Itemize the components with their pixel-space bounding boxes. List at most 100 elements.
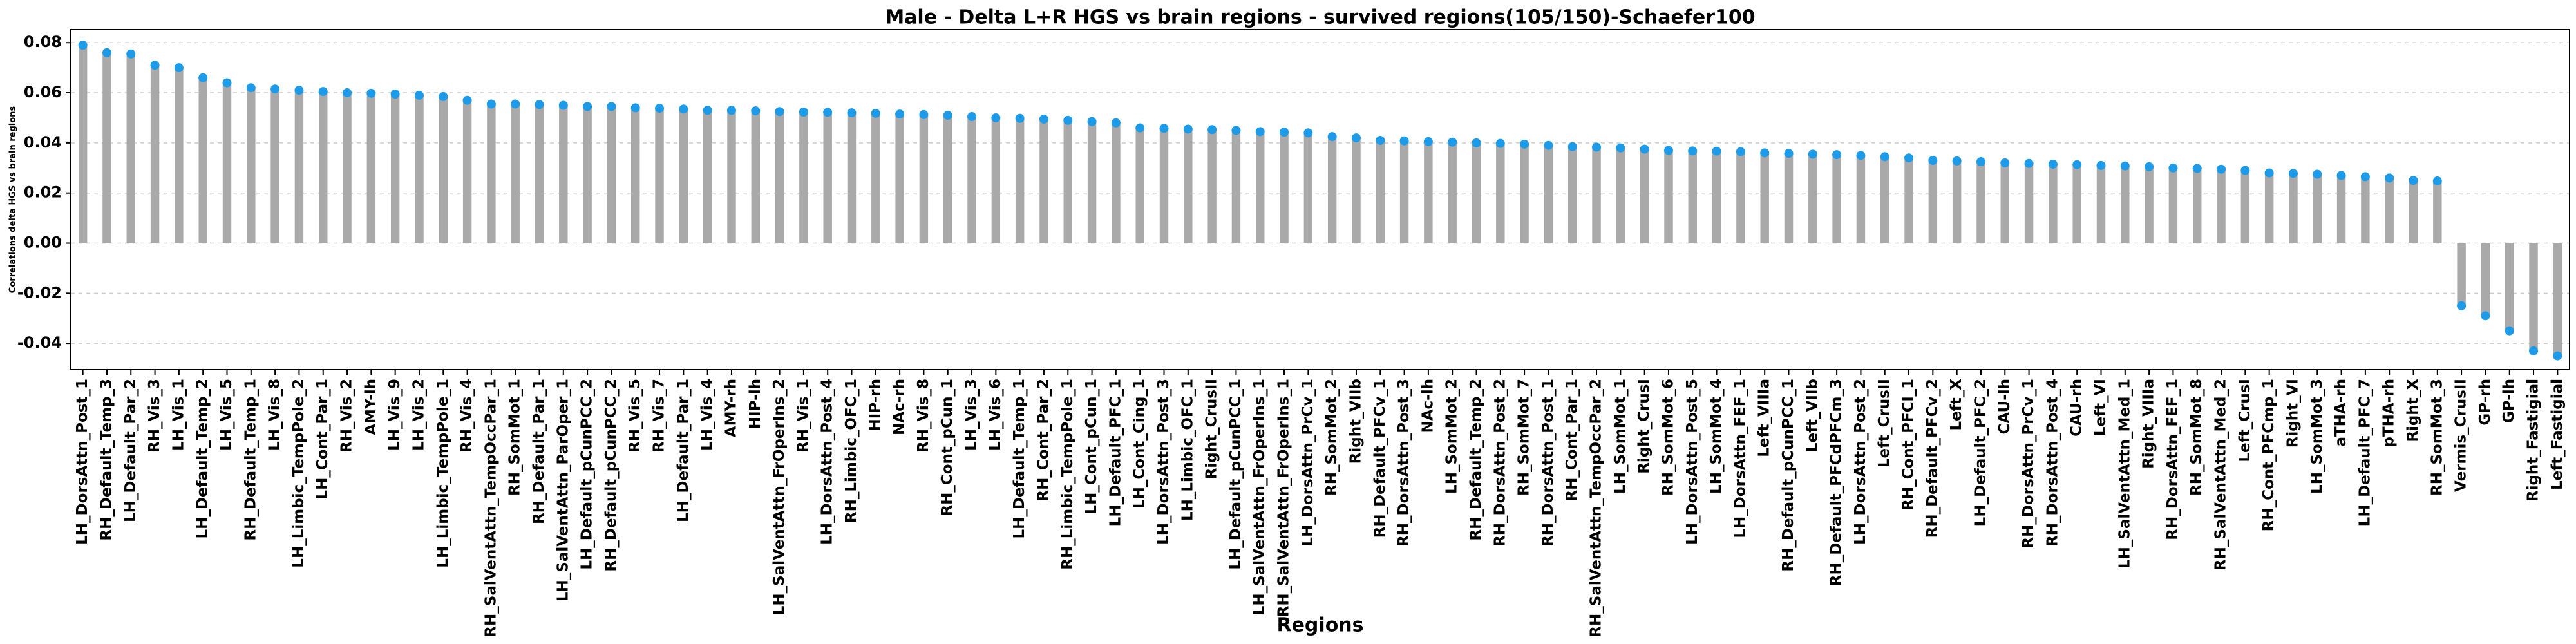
stem xyxy=(1424,141,1433,243)
dot xyxy=(967,112,977,122)
stem xyxy=(462,100,472,243)
stem xyxy=(390,93,400,243)
dot xyxy=(511,99,520,109)
x-tick-label: LH_Default_PFC_7 xyxy=(2356,379,2373,526)
dot xyxy=(414,90,424,100)
x-tick-label: Left_VI xyxy=(2092,379,2109,436)
x-tick-label: RH_DorsAttn_Post_1 xyxy=(1540,379,1557,547)
stem xyxy=(247,88,256,243)
x-tick-label: RH_Cont_PFCmp_1 xyxy=(2260,379,2277,531)
stem xyxy=(1520,144,1529,243)
dot xyxy=(823,108,833,117)
y-tick-label: 0.02 xyxy=(24,184,62,202)
x-tick-label: LH_Cont_Cing_1 xyxy=(1132,379,1148,509)
dot xyxy=(1567,142,1577,151)
x-tick-label: Right_CrusI xyxy=(1636,379,1653,474)
dot xyxy=(2024,158,2034,168)
dot xyxy=(1976,157,1985,167)
dot xyxy=(535,100,544,109)
x-tick-label: Left_CrusII xyxy=(1876,379,1893,468)
stem xyxy=(222,82,232,243)
stem xyxy=(1063,120,1072,243)
dot xyxy=(1663,146,1673,155)
y-tick-label: 0.00 xyxy=(24,234,62,252)
x-tick-label: GP-lh xyxy=(2501,379,2517,423)
stem xyxy=(2457,243,2466,306)
x-tick-label: LH_Limbic_TempPole_1 xyxy=(435,379,451,568)
stem xyxy=(1568,146,1577,243)
dot xyxy=(2481,311,2490,321)
x-tick-label: LH_SalVentAttn_FrOperIns_2 xyxy=(771,379,788,615)
stem xyxy=(294,90,304,243)
x-tick-label: RH_Default_Temp_2 xyxy=(1468,379,1484,541)
x-tick-label: LH_Default_Par_2 xyxy=(122,379,139,522)
x-tick-label: aTHA-rh xyxy=(2333,379,2349,447)
stem xyxy=(2505,243,2514,331)
x-tick-label: RH_Default_Temp_3 xyxy=(98,379,115,541)
stem xyxy=(2000,162,2009,243)
stem xyxy=(2049,164,2058,243)
dot xyxy=(1880,152,1889,162)
dot xyxy=(1208,125,1217,135)
dot xyxy=(2313,169,2322,179)
stem xyxy=(1784,153,1794,243)
dot xyxy=(679,104,688,114)
dot xyxy=(439,91,448,101)
stem xyxy=(2409,180,2418,243)
x-tick-label: Right_VI xyxy=(2284,379,2301,448)
x-tick-label: RH_SalVentAttn_FrOperIns_1 xyxy=(1276,379,1293,617)
x-tick-label: RH_Default_PFCv_1 xyxy=(1372,379,1388,538)
stem xyxy=(1904,158,1913,243)
dot xyxy=(2336,171,2346,180)
x-tick-label: AMY-lh xyxy=(363,379,379,435)
x-axis-label: Regions xyxy=(1276,614,1363,637)
dot xyxy=(2288,169,2298,178)
dot xyxy=(799,108,808,117)
stem xyxy=(967,117,976,243)
dot xyxy=(2217,164,2226,174)
x-tick-label: LH_Vis_3 xyxy=(963,379,980,451)
stem xyxy=(1231,130,1241,243)
dot xyxy=(655,104,665,113)
stem xyxy=(1256,131,1265,243)
x-tick-label: LH_Default_pCunPCC_1 xyxy=(1227,379,1244,570)
dot xyxy=(775,107,784,117)
dot xyxy=(1183,124,1193,134)
x-tick-label: RH_DorsAttn_FEF_1 xyxy=(2164,379,2181,540)
x-tick-label: RH_DorsAttn_PrCv_1 xyxy=(2020,379,2037,549)
dot xyxy=(847,108,857,118)
dot xyxy=(895,109,905,119)
x-tick-label: RH_SomMot_6 xyxy=(1660,379,1676,496)
stem xyxy=(1087,121,1097,243)
stem xyxy=(2145,166,2154,243)
stem xyxy=(1496,143,1505,243)
dot xyxy=(726,106,736,115)
dot xyxy=(558,100,568,110)
y-tick-label: -0.02 xyxy=(17,283,62,301)
x-tick-label: LH_SalVentAttn_ParOper_1 xyxy=(554,379,571,601)
stem xyxy=(175,68,184,243)
stem xyxy=(1616,147,1625,243)
stem xyxy=(1592,147,1601,243)
stem xyxy=(126,53,135,243)
dot xyxy=(270,84,280,94)
stem xyxy=(1760,153,1769,243)
dot xyxy=(991,113,1001,122)
x-tick-label: LH_DorsAttn_FEF_1 xyxy=(1732,379,1748,538)
stem xyxy=(751,111,760,243)
stem xyxy=(799,112,808,243)
stem xyxy=(1303,133,1313,243)
x-tick-label: RH_Vis_1 xyxy=(795,379,811,453)
stem xyxy=(1039,118,1048,243)
stem xyxy=(631,108,640,243)
x-tick-label: LH_Default_Temp_1 xyxy=(1011,379,1028,539)
dot xyxy=(1087,117,1097,126)
y-tick-label: 0.04 xyxy=(24,133,62,151)
dot xyxy=(222,78,232,88)
x-tick-label: LH_DorsAttn_Post_1 xyxy=(74,379,91,545)
stem xyxy=(2385,178,2394,243)
stem xyxy=(2336,175,2346,243)
x-tick-label: RH_DorsAttn_Post_3 xyxy=(1396,379,1412,547)
dot xyxy=(751,106,761,116)
